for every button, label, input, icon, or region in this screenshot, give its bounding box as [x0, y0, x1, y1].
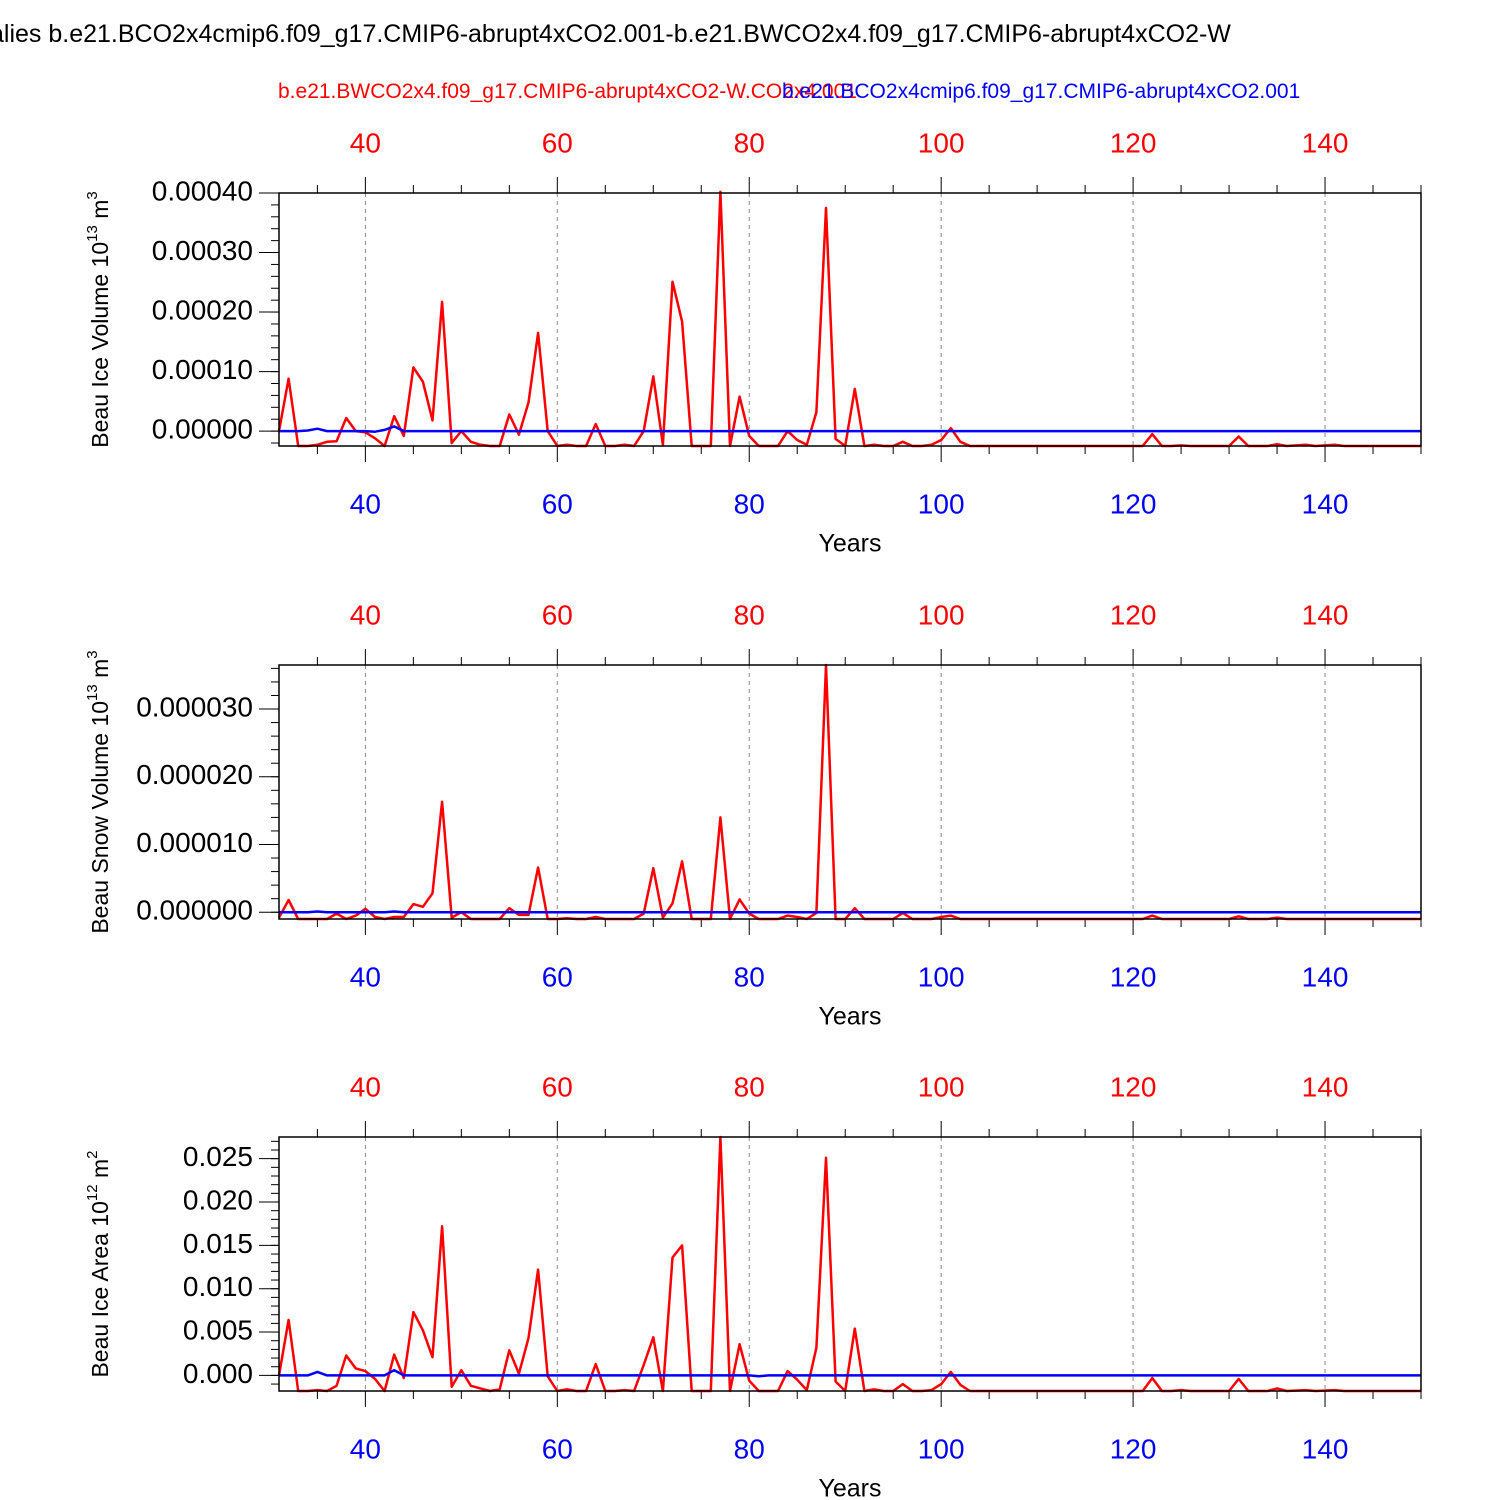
series-line-blue [279, 910, 1421, 914]
bottom-tick-label: 140 [1302, 961, 1349, 992]
bottom-tick-label: 100 [918, 488, 965, 519]
panel-2: 40 40 60 60 80 80 100 100 120 120 140 140 0.000000 0.… [84, 599, 1422, 1031]
y-tick-label: 0.00000 [152, 414, 253, 445]
plot-frame [278, 1136, 1422, 1392]
y-tick-label: 0.010 [183, 1271, 253, 1302]
y-axis-label: Beau Snow Volume 1013 m3 [84, 650, 113, 933]
bottom-tick-label: 120 [1110, 1433, 1157, 1464]
y-axis-label: Beau Ice Area 1012 m2 [84, 1150, 113, 1377]
bottom-tick-label: 120 [1110, 488, 1157, 519]
top-tick-label: 40 [350, 127, 381, 158]
top-tick-label: 40 [350, 1071, 381, 1102]
bottom-tick-label: 140 [1302, 488, 1349, 519]
panel-3: 40 40 60 60 80 80 100 100 120 120 140 140 0.000 0.005… [84, 1071, 1422, 1500]
bottom-tick-label: 40 [350, 488, 381, 519]
top-tick-label: 100 [918, 127, 965, 158]
x-axis-label: Years [818, 1003, 881, 1031]
legend-blue-series: b.e21.BCO2x4cmip6.f09_g17.CMIP6-abrupt4x… [782, 80, 1301, 103]
x-axis-label: Years [818, 530, 881, 558]
top-tick-label: 140 [1302, 1071, 1349, 1102]
bottom-tick-label: 80 [734, 1433, 765, 1464]
y-tick-label: 0.015 [183, 1228, 253, 1259]
y-tick-label: 0.000000 [136, 895, 253, 926]
series-line-red [277, 1135, 1421, 1393]
plot-frame [278, 192, 1422, 447]
top-tick-label: 80 [734, 1071, 765, 1102]
figure-title: alies b.e21.BCO2x4cmip6.f09_g17.CMIP6-ab… [0, 20, 1231, 48]
y-tick-label: 0.00030 [152, 235, 253, 266]
series-line-blue [279, 425, 1421, 433]
top-tick-label: 120 [1110, 599, 1157, 630]
bottom-tick-label: 140 [1302, 1433, 1349, 1464]
bottom-tick-label: 60 [542, 1433, 573, 1464]
top-tick-label: 140 [1302, 599, 1349, 630]
bottom-tick-label: 120 [1110, 961, 1157, 992]
bottom-tick-label: 60 [542, 488, 573, 519]
bottom-tick-label: 100 [918, 961, 965, 992]
top-tick-label: 60 [542, 1071, 573, 1102]
plot-frame [278, 664, 1422, 920]
y-axis-label: Beau Ice Volume 1013 m3 [84, 191, 113, 447]
top-tick-label: 120 [1110, 127, 1157, 158]
top-tick-label: 140 [1302, 127, 1349, 158]
bottom-tick-label: 40 [350, 961, 381, 992]
y-tick-label: 0.020 [183, 1184, 253, 1215]
bottom-tick-label: 60 [542, 961, 573, 992]
bottom-tick-label: 80 [734, 961, 765, 992]
top-tick-label: 120 [1110, 1071, 1157, 1102]
panel-1: 40 40 60 60 80 80 100 100 120 120 140 140 0.00000 0.0… [84, 127, 1422, 558]
top-tick-label: 100 [918, 599, 965, 630]
bottom-tick-label: 40 [350, 1433, 381, 1464]
y-tick-label: 0.000010 [136, 827, 253, 858]
top-tick-label: 80 [734, 127, 765, 158]
bottom-tick-label: 80 [734, 488, 765, 519]
series-line-blue [279, 1368, 1421, 1378]
y-tick-label: 0.00020 [152, 294, 253, 325]
legend-red-series: b.e21.BWCO2x4.f09_g17.CMIP6-abrupt4xCO2-… [278, 80, 857, 103]
x-axis-label: Years [818, 1475, 881, 1500]
top-tick-label: 60 [542, 127, 573, 158]
top-tick-label: 80 [734, 599, 765, 630]
series-line-red [277, 663, 1421, 921]
series-line-red [277, 190, 1421, 448]
y-tick-label: 0.000030 [136, 691, 253, 722]
top-tick-label: 100 [918, 1071, 965, 1102]
y-tick-label: 0.000020 [136, 759, 253, 790]
top-tick-label: 40 [350, 599, 381, 630]
top-tick-label: 60 [542, 599, 573, 630]
y-tick-label: 0.00040 [152, 175, 253, 206]
y-tick-label: 0.005 [183, 1314, 253, 1345]
y-tick-label: 0.025 [183, 1141, 253, 1172]
y-tick-label: 0.00010 [152, 354, 253, 385]
bottom-tick-label: 100 [918, 1433, 965, 1464]
y-tick-label: 0.000 [183, 1358, 253, 1389]
